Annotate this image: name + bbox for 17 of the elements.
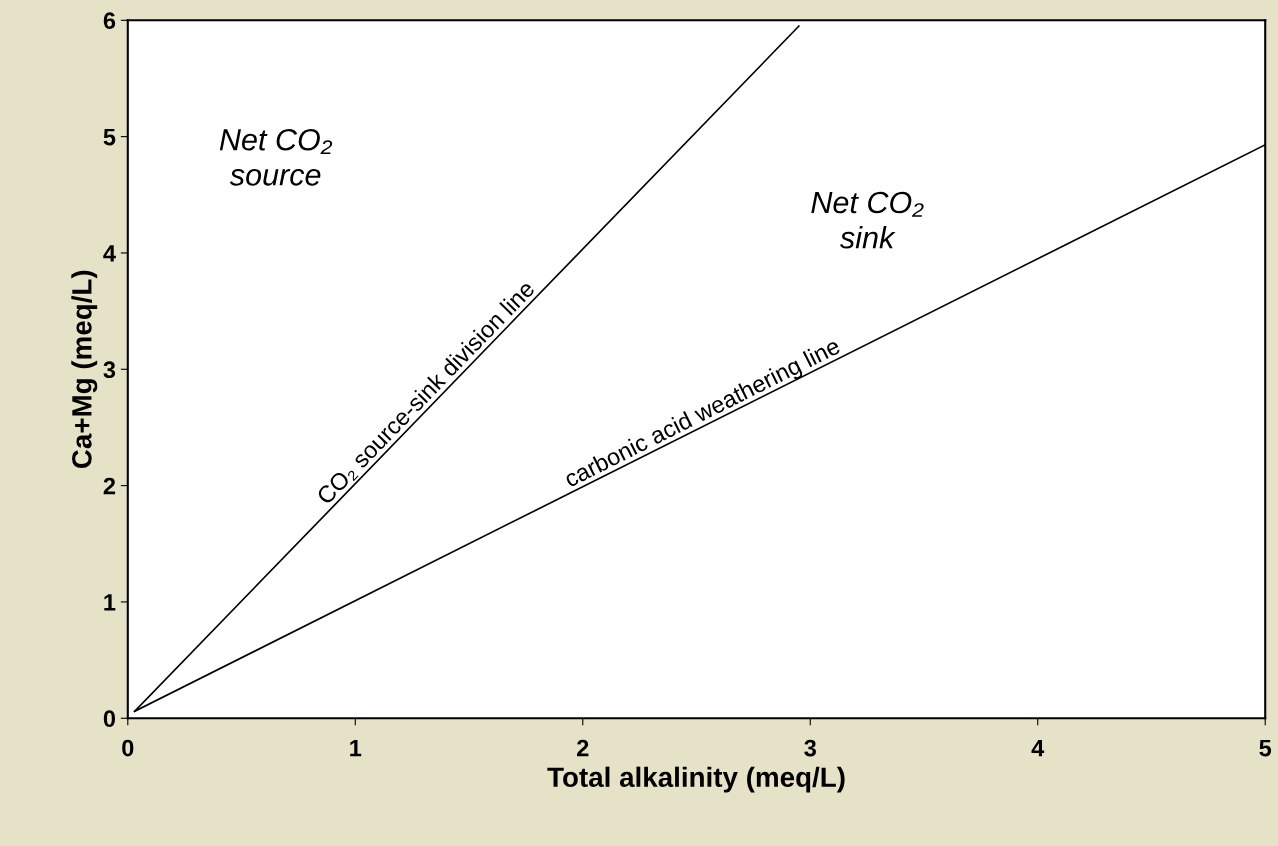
y-tick-label: 0 [103, 710, 116, 728]
x-tick-label: 3 [804, 739, 816, 757]
annotation: Net CO₂ source [219, 128, 333, 186]
x-tick-label: 5 [1259, 739, 1272, 757]
y-tick-label: 6 [103, 12, 116, 30]
y-axis-title: Ca+Mg (meq/L) [71, 270, 98, 469]
y-tick-label: 3 [103, 361, 116, 379]
x-tick-label: 4 [1031, 739, 1045, 757]
x-axis-title: Total alkalinity (meq/L) [547, 766, 845, 793]
y-tick-label: 1 [104, 594, 116, 611]
x-tick-label: 1 [350, 739, 362, 757]
x-tick-label: 0 [122, 739, 134, 757]
x-tick-label: 2 [577, 739, 589, 757]
y-tick-label: 5 [103, 128, 116, 146]
y-tick-label: 4 [103, 245, 116, 262]
y-tick-label: 2 [103, 477, 116, 495]
annotation: Net CO₂ sink [811, 191, 924, 249]
